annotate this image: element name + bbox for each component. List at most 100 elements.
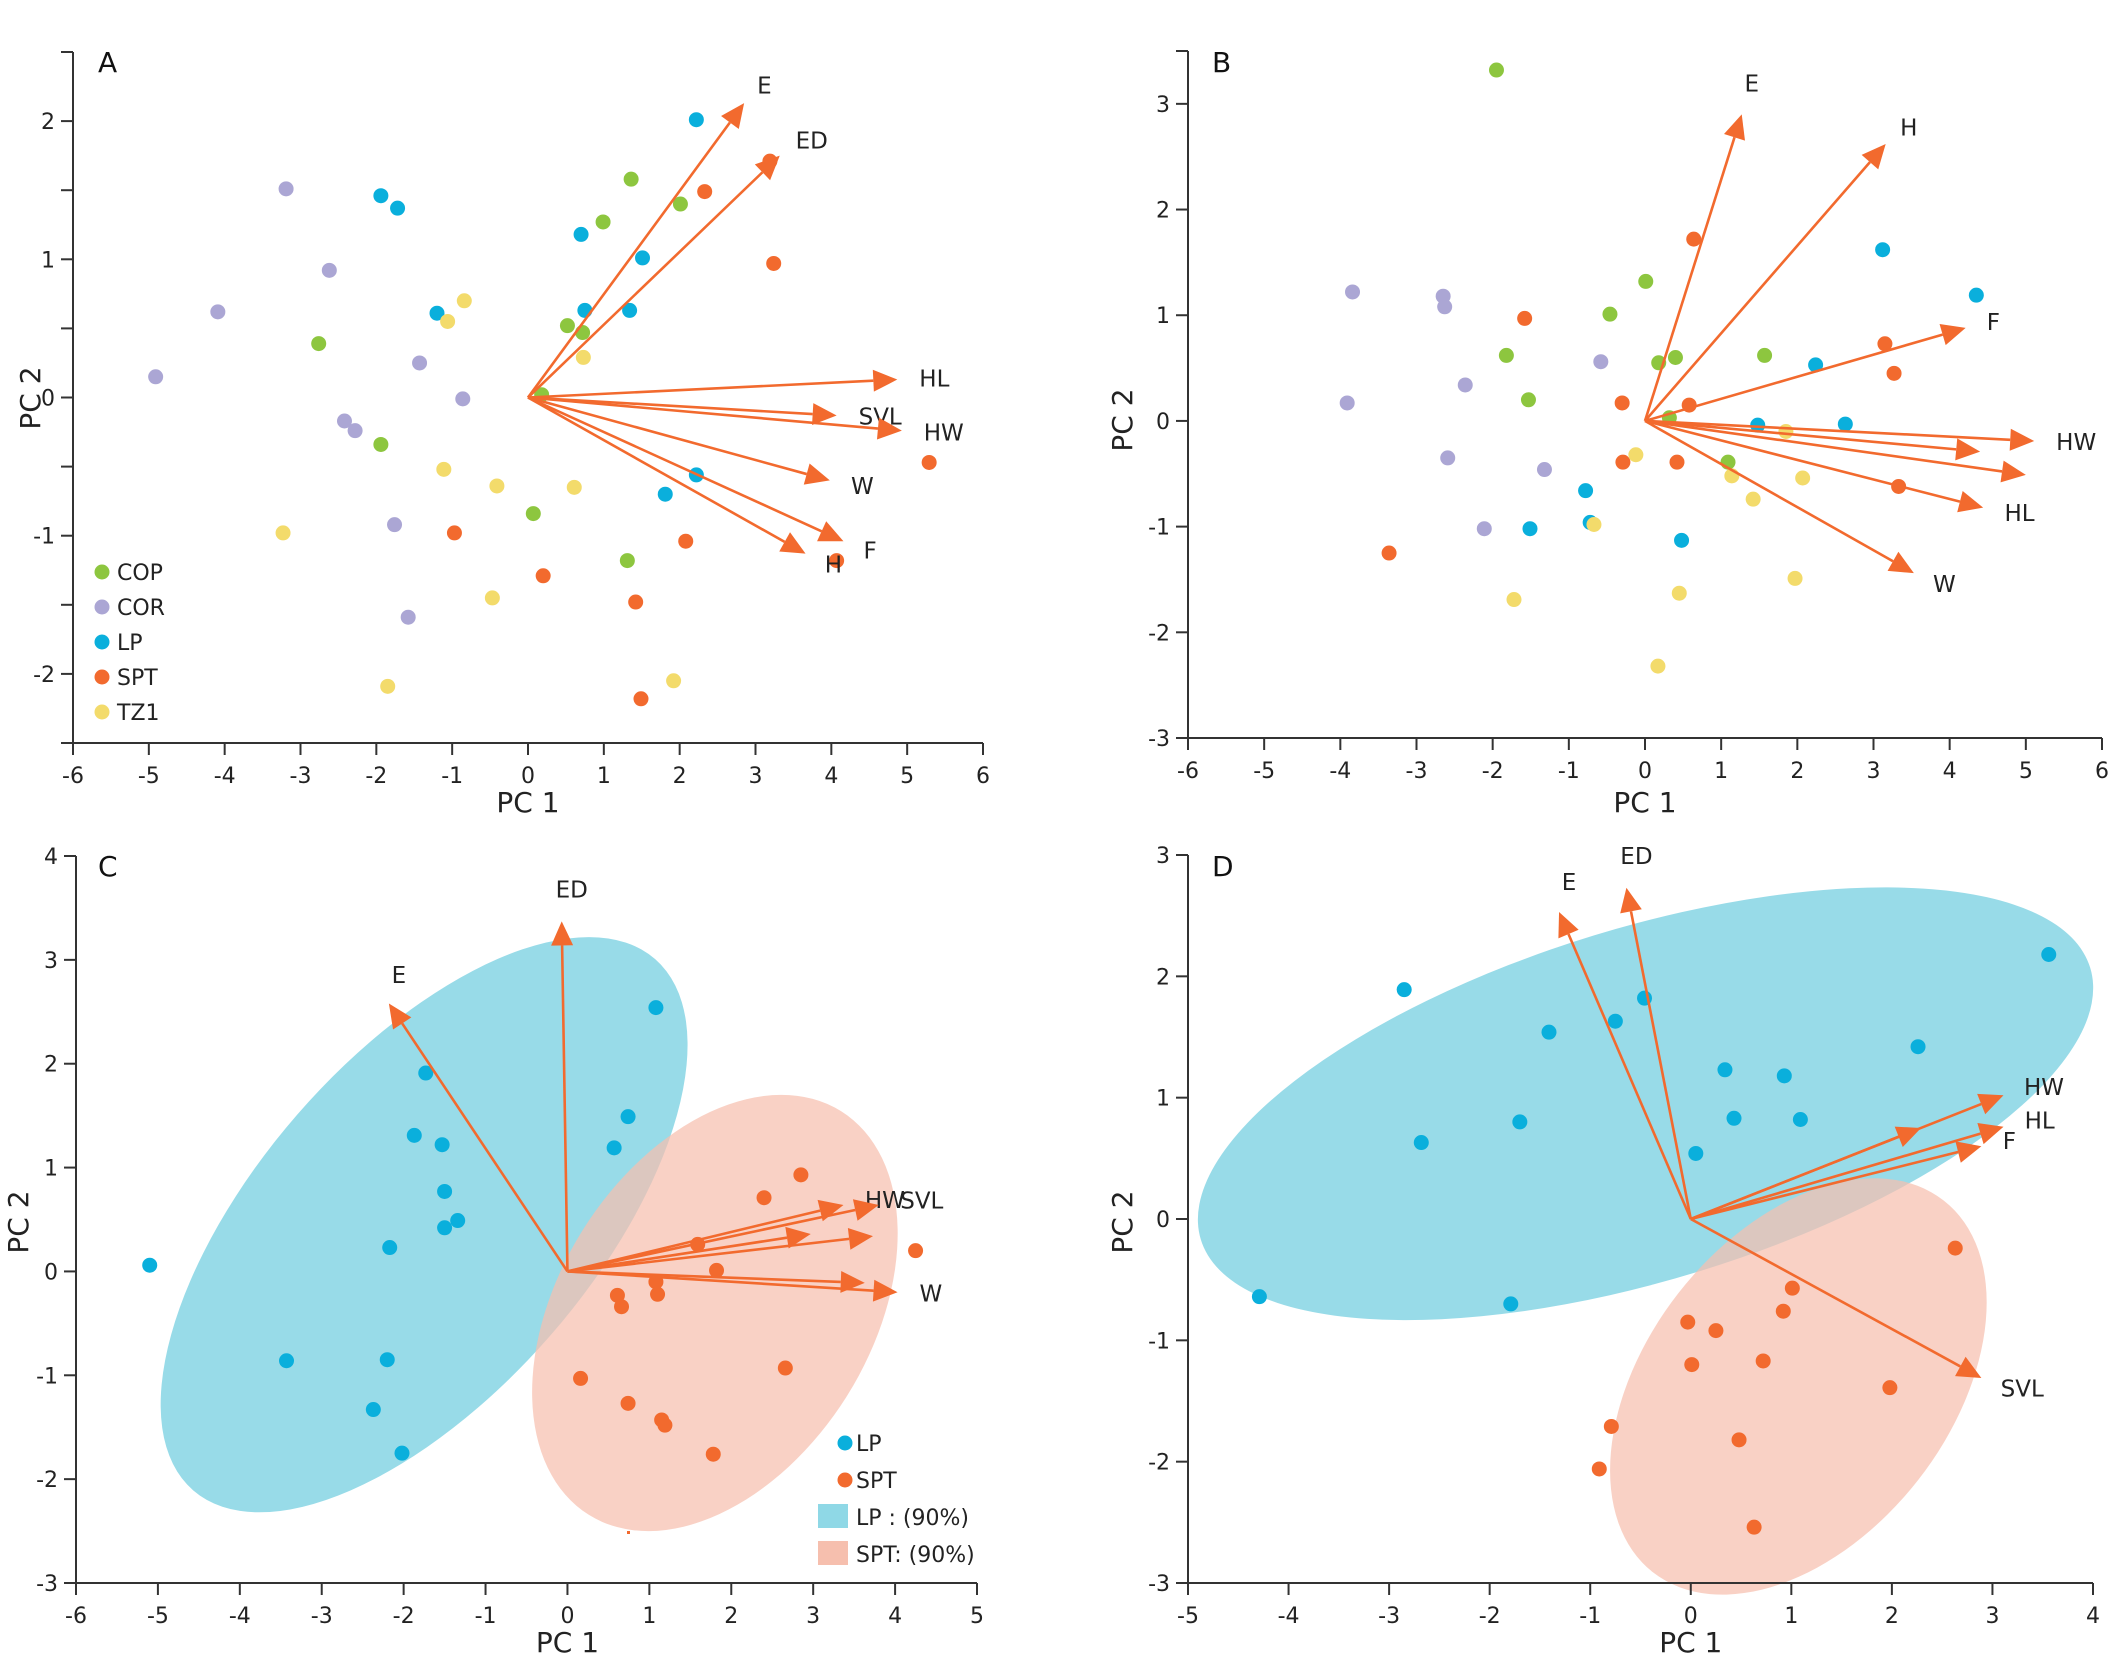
point-lp [1251, 1289, 1267, 1305]
point-cop [525, 506, 541, 522]
point-cor [148, 369, 164, 385]
legend-label: TZ1 [116, 701, 160, 726]
point-tz1 [436, 461, 452, 477]
point-tz1 [1795, 470, 1811, 486]
point-spt [633, 691, 649, 707]
point-lp [279, 1353, 295, 1369]
panel-letter: C [98, 850, 118, 883]
point-spt [1517, 310, 1533, 326]
point-spt [908, 1243, 924, 1259]
x-tick-label: -4 [214, 764, 236, 789]
loading-arrow-head [852, 1199, 879, 1221]
point-spt [1746, 1519, 1762, 1535]
loading-arrow-head [551, 921, 574, 946]
point-lp [1792, 1112, 1808, 1128]
point-tz1 [1778, 423, 1794, 439]
loading-arrow-head [1894, 1126, 1922, 1148]
loading-label: E [1562, 870, 1577, 896]
loading-label: HW [2056, 430, 2096, 456]
point-spt [446, 525, 462, 541]
loading-arrow-head [1887, 551, 1914, 574]
y-tick-label: -2 [36, 1468, 58, 1493]
loading-arrow-line [1644, 419, 1894, 563]
x-tick-label: -1 [441, 764, 463, 789]
point-spt [1381, 545, 1397, 561]
loading-arrow-line [526, 121, 731, 399]
x-tick-label: 3 [806, 1604, 820, 1629]
x-tick-label: 1 [1784, 1604, 1798, 1629]
loading-label: HW [924, 421, 964, 447]
legend-swatch-spt [94, 669, 110, 685]
y-tick-label: -2 [1148, 1451, 1170, 1476]
point-spt [1684, 1357, 1700, 1373]
point-spt [657, 1417, 673, 1433]
point-spt [1755, 1353, 1771, 1369]
point-cor [1476, 521, 1492, 537]
point-cor [1437, 299, 1453, 315]
y-tick-label: -1 [36, 1364, 58, 1389]
point-cor [210, 304, 226, 320]
x-tick-label: 6 [2095, 759, 2109, 784]
point-tz1 [575, 349, 591, 365]
x-tick-label: 4 [824, 764, 838, 789]
point-lp [418, 1065, 434, 1081]
y-tick-label: 2 [1156, 199, 1170, 224]
loading-arrow-line [567, 1237, 850, 1273]
point-lp [1776, 1068, 1792, 1084]
point-lp [1837, 416, 1853, 432]
x-tick-label: 3 [749, 764, 763, 789]
y-tick-label: 3 [1156, 844, 1170, 869]
loading-arrow-line [1567, 933, 1692, 1220]
point-lp [1726, 1110, 1742, 1126]
x-tick-label: 6 [976, 764, 990, 789]
y-tick-label: -1 [1148, 516, 1170, 541]
loading-arrow-head [2009, 428, 2035, 451]
point-tz1 [456, 293, 472, 309]
point-cop [575, 325, 591, 341]
loading-arrow-line [1690, 1132, 1981, 1221]
point-spt [678, 533, 694, 549]
point-cor [387, 517, 403, 533]
loading-label: E [757, 73, 772, 99]
x-tick-label: -5 [138, 764, 160, 789]
point-lp [1503, 1296, 1519, 1312]
y-tick-label: 0 [1156, 1208, 1170, 1233]
x-tick-label: -5 [147, 1604, 169, 1629]
x-tick-label: -4 [1329, 759, 1351, 784]
loading-arrow-head [1955, 1141, 1982, 1163]
point-lp [406, 1127, 422, 1143]
point-tz1 [1586, 517, 1602, 533]
point-cor [400, 609, 416, 625]
loading-label: H [1900, 115, 1917, 141]
point-tz1 [1787, 570, 1803, 586]
point-tz1 [666, 673, 682, 689]
point-spt [1708, 1323, 1724, 1339]
point-cop [1602, 306, 1618, 322]
loading-arrow-head [1955, 438, 1981, 461]
point-cop [1520, 392, 1536, 408]
x-axis-title: PC 1 [496, 786, 559, 819]
point-lp [434, 1137, 450, 1153]
y-tick-label: -3 [1148, 1572, 1170, 1597]
confidence-ellipse-lp [1197, 887, 2094, 1321]
point-cor [336, 413, 352, 429]
loading-arrow-head [876, 417, 902, 440]
loading-arrow-head [872, 369, 898, 392]
point-lp [1808, 357, 1824, 373]
point-spt [1603, 1418, 1619, 1434]
loading-arrow-line [527, 396, 813, 416]
y-tick-label: -1 [1148, 1329, 1170, 1354]
loading-arrow-head [1620, 887, 1642, 914]
x-tick-label: -3 [1378, 1604, 1400, 1629]
y-axis-title: PC 2 [1106, 388, 1139, 451]
loading-label: ED [1620, 844, 1652, 870]
loading-arrow-head [1724, 114, 1745, 141]
point-tz1 [1650, 658, 1666, 674]
loading-label: HL [2025, 1109, 2055, 1135]
x-tick-label: 2 [673, 764, 687, 789]
legend-label: COR [117, 596, 165, 621]
point-spt [628, 594, 644, 610]
panel-letter: B [1212, 46, 1231, 79]
y-tick-label: 3 [1156, 93, 1170, 118]
